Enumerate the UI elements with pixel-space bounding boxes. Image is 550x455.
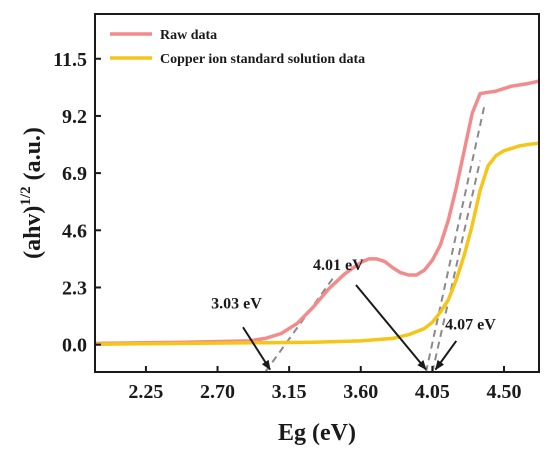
legend-label: Copper ion standard solution data — [160, 52, 365, 67]
annotation-label: 4.01 eV — [313, 257, 364, 274]
annotations: 3.03 eV 4.01 eV 4.07 eV — [211, 257, 496, 371]
x-axis-ticks: 2.25 2.70 3.15 3.60 4.05 4.50 — [128, 366, 521, 403]
annotation-label: 3.03 eV — [211, 296, 262, 313]
x-tick-label: 2.70 — [200, 381, 235, 403]
series-line-2 — [95, 141, 539, 346]
x-axis-title: Eg (eV) — [278, 420, 356, 446]
y-axis-ticks: 0.0 2.3 4.6 6.9 9.2 11.5 — [53, 49, 101, 357]
y-tick-label: 11.5 — [53, 49, 87, 71]
x-tick-label: 4.05 — [415, 381, 450, 403]
x-tick-label: 3.15 — [272, 381, 307, 403]
y-tick-label: 4.6 — [62, 220, 87, 242]
svg-text:(ahv)1/2(a.u.): (ahv)1/2 (a.u.) — [18, 127, 46, 259]
annotation-label: 4.07 eV — [445, 317, 496, 334]
y-axis-title-superscript: 1/2 — [18, 186, 34, 205]
y-axis-title: (ahv)1/2 (a.u.) — [18, 127, 46, 259]
y-tick-label: 2.3 — [62, 277, 87, 299]
tangent-line — [431, 160, 482, 372]
y-tick-label: 9.2 — [62, 106, 87, 128]
tangent-lines — [264, 103, 486, 372]
y-axis-title-unit: (a.u.) — [20, 127, 46, 180]
annotation-arrow — [434, 340, 458, 371]
series-lines — [95, 79, 539, 346]
y-tick-label: 6.9 — [62, 163, 87, 185]
series-line-1 — [95, 79, 539, 346]
tangent-line — [425, 103, 486, 372]
legend-label: Raw data — [160, 28, 217, 43]
plot-frame — [94, 13, 540, 373]
x-tick-label: 4.50 — [486, 381, 521, 403]
x-tick-label: 2.25 — [128, 381, 163, 403]
tangent-line — [264, 274, 337, 372]
y-axis-title-base: (ahv) — [20, 206, 46, 259]
legend: Raw data Copper ion standard solution dat… — [110, 28, 365, 67]
annotation-arrow — [355, 284, 427, 371]
y-tick-label: 0.0 — [62, 335, 87, 357]
x-tick-label: 3.60 — [343, 381, 378, 403]
annotation-arrow — [242, 326, 271, 371]
